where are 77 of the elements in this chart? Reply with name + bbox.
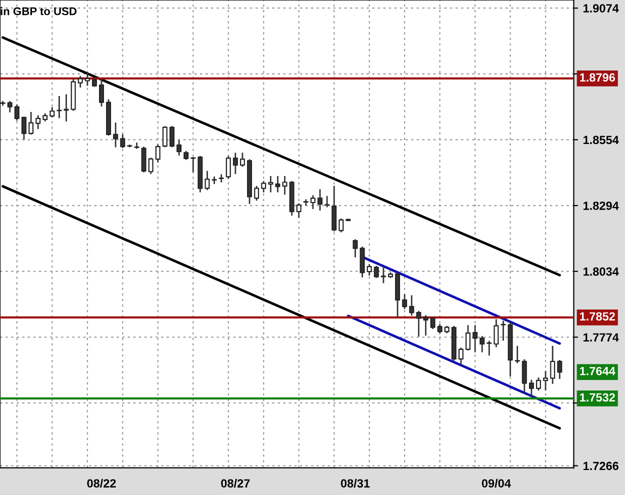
candlestick xyxy=(528,380,534,398)
candlestick xyxy=(472,325,478,352)
candlestick xyxy=(162,126,168,148)
candlestick xyxy=(14,104,20,121)
candlestick xyxy=(78,76,83,88)
candlestick xyxy=(324,196,330,208)
candlestick xyxy=(134,142,140,149)
candlestick xyxy=(296,203,302,218)
candlestick xyxy=(113,122,118,148)
candlestick xyxy=(155,144,160,162)
candlestick xyxy=(458,348,464,364)
candlestick xyxy=(254,186,260,201)
candlestick xyxy=(176,140,182,156)
candlestick xyxy=(21,116,26,140)
candlestick xyxy=(303,199,308,206)
candlestick xyxy=(409,295,414,316)
y-tick-label: 1.8294 xyxy=(584,202,619,210)
candlestick xyxy=(169,126,174,148)
candlestick xyxy=(380,268,386,284)
candlestick xyxy=(423,315,428,336)
candlestick xyxy=(480,336,485,352)
candlestick xyxy=(204,170,210,190)
candlestick xyxy=(99,79,104,106)
candlestick xyxy=(402,294,408,309)
candlestick xyxy=(268,176,274,192)
candlestick xyxy=(64,94,69,122)
candlestick xyxy=(56,96,62,118)
candlestick xyxy=(374,266,379,278)
candlestick xyxy=(494,319,499,348)
candlestick xyxy=(332,186,337,232)
y-tick-label: 1.8034 xyxy=(584,267,619,276)
x-tick-label: 08/31 xyxy=(340,478,370,488)
x-tick-label: 08/22 xyxy=(87,478,116,488)
candlestick xyxy=(430,317,436,329)
candlestick xyxy=(366,264,372,276)
candlestick xyxy=(127,144,132,148)
ref-line-label: 1.8796 xyxy=(580,73,615,82)
candlestick xyxy=(310,195,316,210)
candlestick xyxy=(557,360,562,379)
candlestick xyxy=(232,152,238,174)
candlestick xyxy=(36,115,41,130)
chart-title: in GBP to USD xyxy=(0,7,76,16)
candlestick xyxy=(226,156,231,179)
candlestick xyxy=(352,239,358,258)
x-tick-label: 08/27 xyxy=(221,478,250,488)
candlestick xyxy=(275,176,280,192)
candlestick xyxy=(7,101,12,112)
candlestick xyxy=(218,174,224,182)
candlestick xyxy=(120,134,126,148)
candlestick xyxy=(416,310,422,337)
candlestick xyxy=(84,72,90,86)
candlestick xyxy=(550,346,556,384)
text: 1.7644 xyxy=(580,366,616,376)
candlestick xyxy=(522,359,527,392)
candlestick xyxy=(190,157,196,172)
candlestick xyxy=(543,370,548,391)
candlestick xyxy=(240,152,245,167)
candlestick xyxy=(148,158,154,174)
y-tick-label: 1.7266 xyxy=(584,462,618,470)
candlestick xyxy=(514,346,520,364)
candlestick xyxy=(212,176,217,184)
candlestick xyxy=(500,320,506,341)
y-tick-label: 1.9074 xyxy=(584,4,619,12)
candlestick xyxy=(536,377,541,391)
x-tick-label: 09/04 xyxy=(482,478,511,488)
candlestick xyxy=(282,176,288,195)
candlestick xyxy=(486,340,492,356)
candlestick xyxy=(141,146,146,172)
candlestick xyxy=(28,112,34,135)
ref-line-label: 1.7852 xyxy=(580,312,615,321)
candlestick xyxy=(338,218,344,232)
y-tick-label: 1.8554 xyxy=(584,136,619,144)
y-tick-label: 1.7774 xyxy=(584,333,619,342)
candlestick xyxy=(318,189,322,211)
ref-line-label: 1.7532 xyxy=(580,393,615,402)
candlestick xyxy=(261,181,266,192)
candlestick xyxy=(466,325,471,351)
